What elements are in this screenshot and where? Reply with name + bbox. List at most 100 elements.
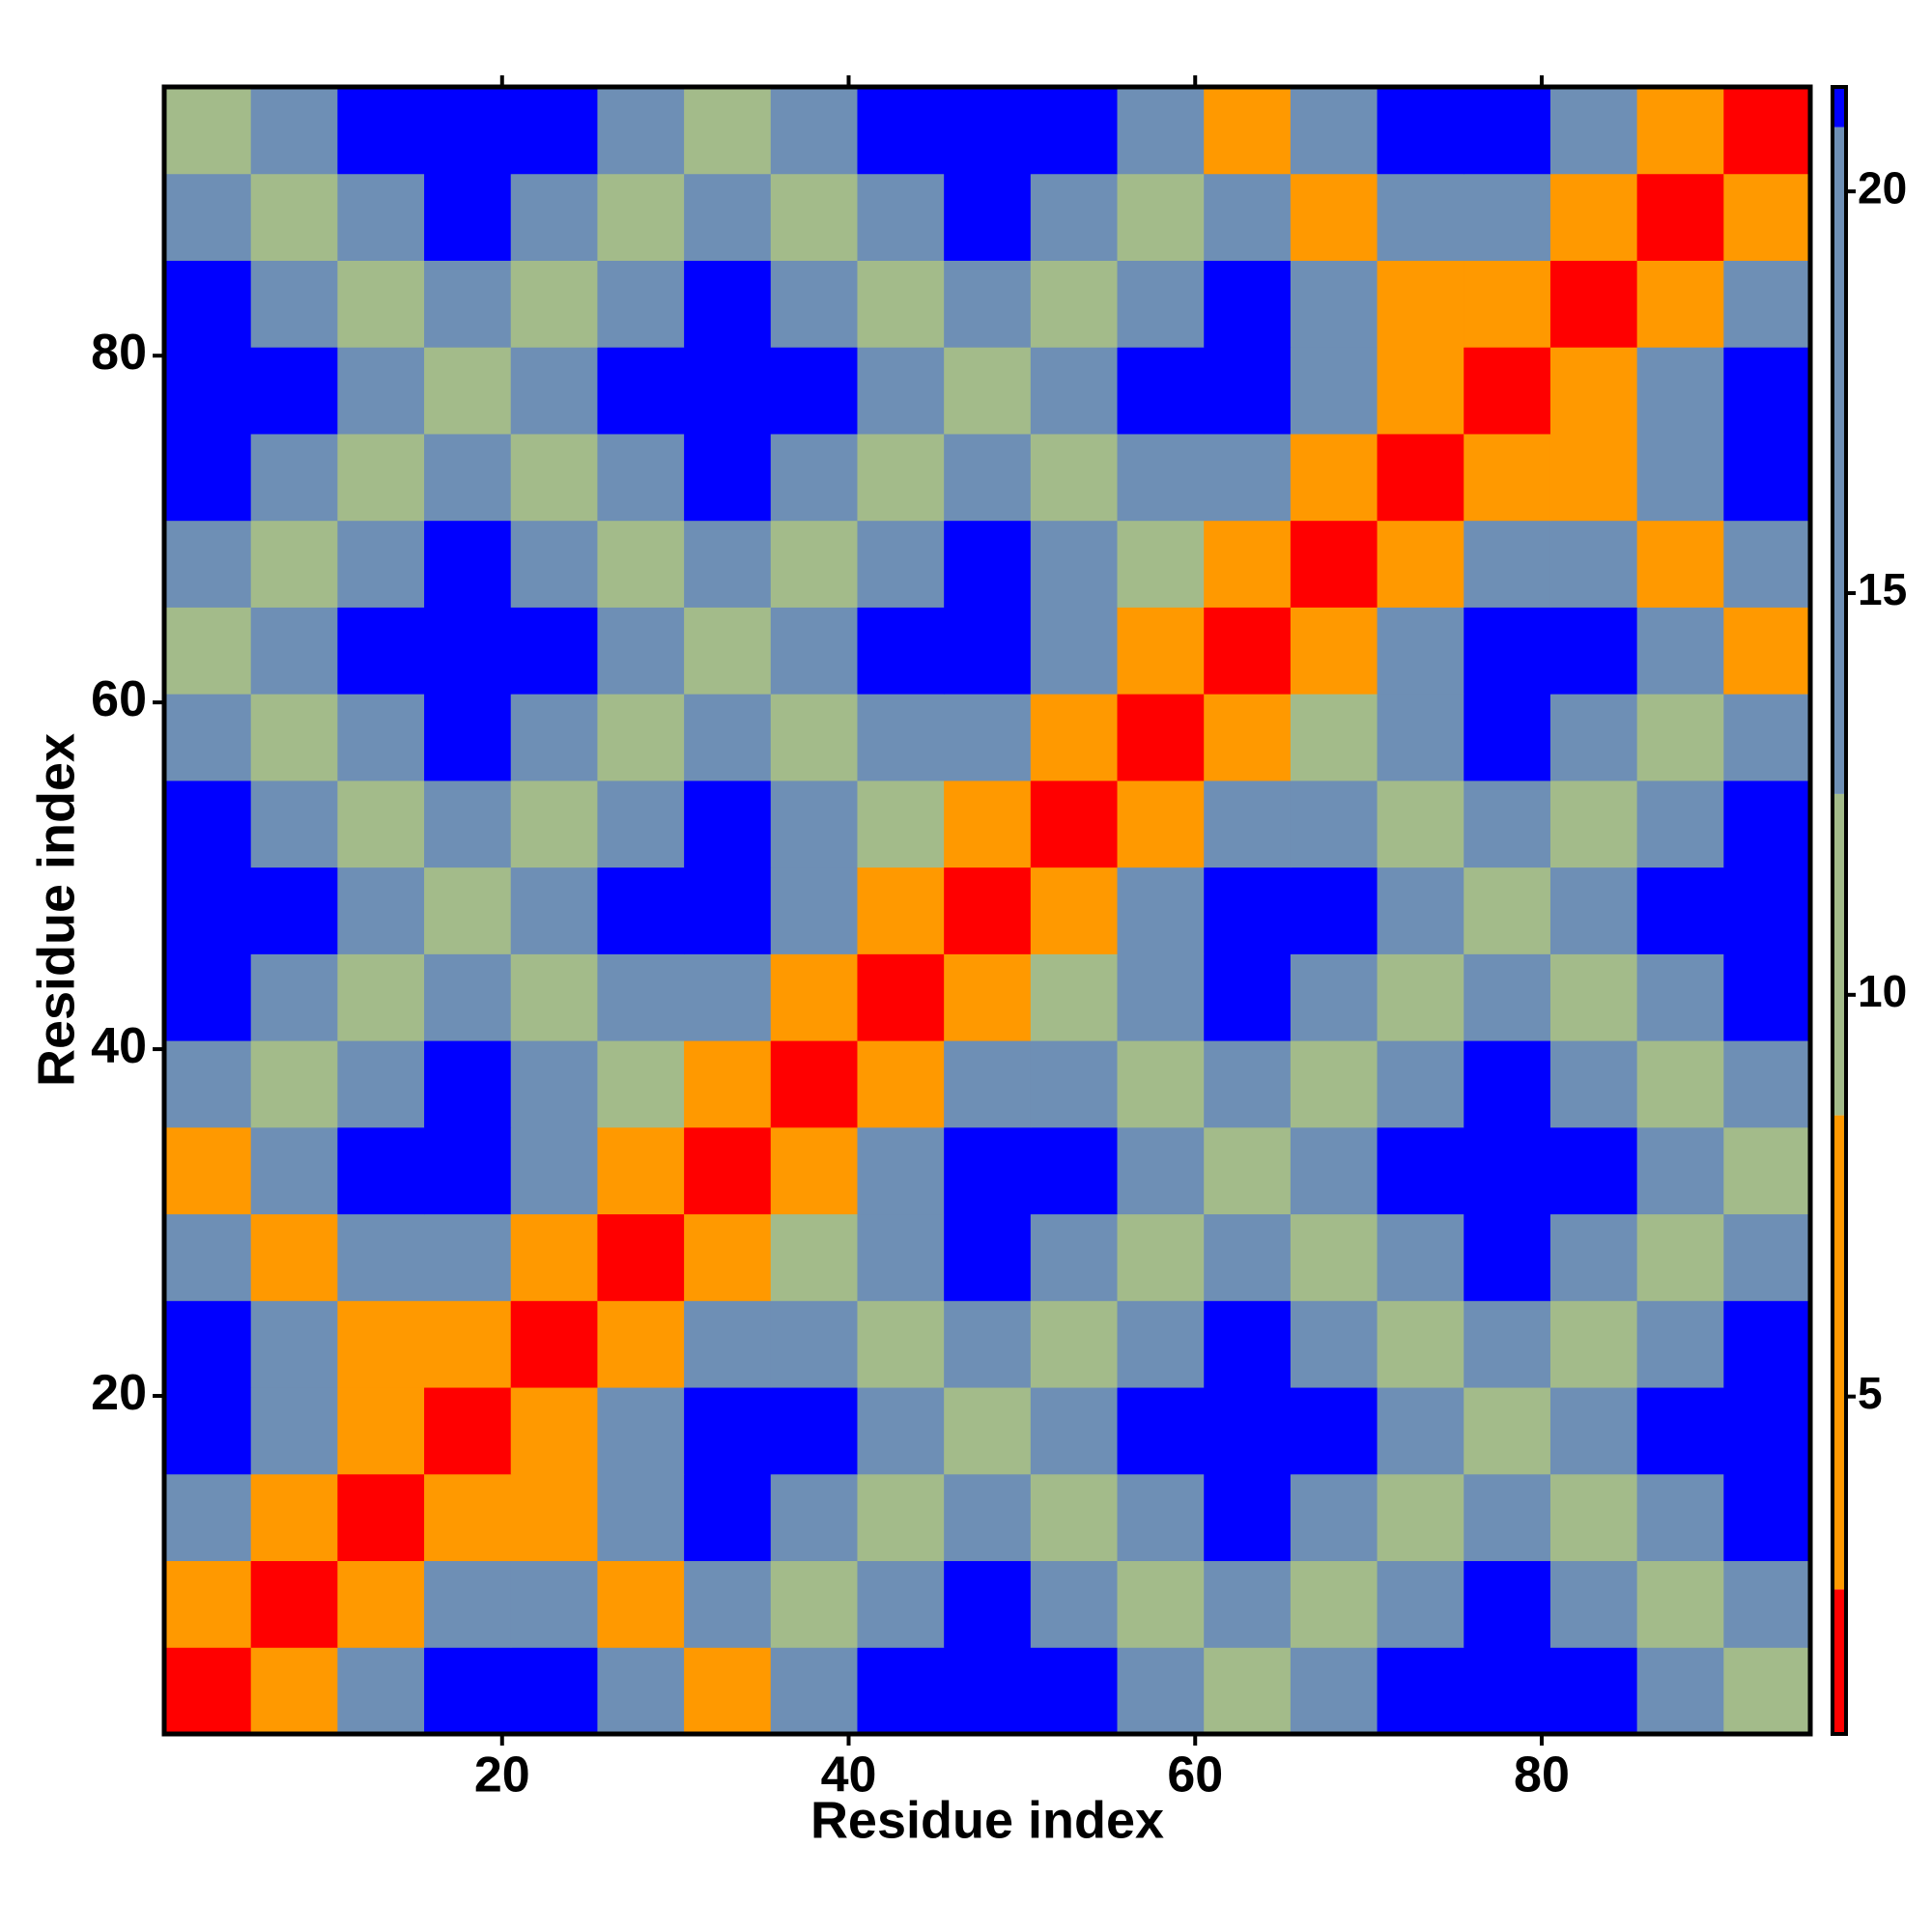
heatmap-cell <box>250 520 338 608</box>
heatmap-cell <box>424 1560 512 1648</box>
heatmap-cell <box>1636 1300 1724 1388</box>
heatmap-cell <box>1463 1473 1551 1562</box>
heatmap-cell <box>1377 260 1464 348</box>
heatmap-cell <box>164 260 252 348</box>
plot-frame <box>161 84 1813 1737</box>
heatmap-cell <box>164 1647 252 1735</box>
heatmap-cell <box>1377 87 1464 175</box>
heatmap-cell <box>1549 260 1638 348</box>
heatmap-cell <box>337 433 425 522</box>
y-axis-title: Residue index <box>27 733 85 1087</box>
heatmap-cell <box>770 780 858 868</box>
heatmap-cell <box>857 1647 945 1735</box>
heatmap-cell <box>597 780 685 868</box>
heatmap-cell <box>597 1213 685 1301</box>
colorbar-segment <box>1833 127 1846 794</box>
heatmap-cell <box>424 347 512 435</box>
heatmap-cell <box>1636 1213 1724 1301</box>
heatmap-cell <box>1117 520 1205 608</box>
heatmap-cell <box>510 1040 598 1128</box>
heatmap-cell <box>597 953 685 1041</box>
x-tick-label: 20 <box>474 1747 530 1804</box>
heatmap-cell <box>1030 173 1119 261</box>
heatmap-cell <box>770 1647 858 1735</box>
heatmap-cell <box>1290 347 1378 435</box>
heatmap-cell <box>1377 520 1464 608</box>
heatmap-cell <box>1204 520 1292 608</box>
heatmap-cell <box>1204 260 1292 348</box>
heatmap-cell <box>250 1387 338 1475</box>
heatmap-cell <box>1290 87 1378 175</box>
heatmap-cell <box>597 1647 685 1735</box>
heatmap-cell <box>1204 1560 1292 1648</box>
heatmap-cell <box>1377 1387 1464 1475</box>
heatmap-cell <box>770 173 858 261</box>
heatmap-cell <box>1030 1473 1119 1562</box>
heatmap-cell <box>164 1560 252 1648</box>
heatmap-cell <box>1723 347 1811 435</box>
heatmap-cell <box>944 173 1032 261</box>
heatmap-cell <box>1030 1560 1119 1648</box>
heatmap-cell <box>1204 433 1292 522</box>
heatmap-cell <box>1030 780 1119 868</box>
heatmap-cell <box>250 1213 338 1301</box>
heatmap-cell <box>1636 433 1724 522</box>
heatmap-cell <box>597 607 685 695</box>
heatmap-cell <box>1723 867 1811 954</box>
heatmap-cell <box>164 173 252 261</box>
heatmap-cell <box>1030 953 1119 1041</box>
heatmap-cell <box>1030 347 1119 435</box>
heatmap-cell <box>510 173 598 261</box>
heatmap-cell <box>1549 867 1638 954</box>
heatmap-cell <box>1463 1647 1551 1735</box>
heatmap-cell <box>1549 173 1638 261</box>
heatmap-cell <box>1723 1387 1811 1475</box>
heatmap-cell <box>337 173 425 261</box>
heatmap-cell <box>770 520 858 608</box>
heatmap-cell <box>1030 1387 1119 1475</box>
heatmap-cell <box>944 433 1032 522</box>
heatmap-cell <box>1117 953 1205 1041</box>
heatmap-cell <box>770 87 858 175</box>
heatmap-cell <box>1117 1387 1205 1475</box>
heatmap-cell <box>250 867 338 954</box>
heatmap-cell <box>684 607 772 695</box>
heatmap-cell <box>337 953 425 1041</box>
heatmap-cell <box>1030 694 1119 781</box>
heatmap-cell <box>1549 780 1638 868</box>
colorbar-frame <box>1831 85 1848 1736</box>
heatmap-cell <box>1723 1126 1811 1215</box>
heatmap-cell <box>1377 1473 1464 1562</box>
heatmap-cell <box>1030 260 1119 348</box>
heatmap-cell <box>424 87 512 175</box>
heatmap-cell <box>1030 1040 1119 1128</box>
heatmap-cell <box>770 607 858 695</box>
heatmap-cell <box>510 953 598 1041</box>
heatmap-cell <box>1290 520 1378 608</box>
heatmap-cell <box>164 867 252 954</box>
heatmap-cell <box>1204 87 1292 175</box>
heatmap-cell <box>1290 1040 1378 1128</box>
heatmap-cell <box>1636 607 1724 695</box>
heatmap-cell <box>1377 867 1464 954</box>
heatmap-cell <box>1204 1040 1292 1128</box>
x-axis-title: Residue index <box>810 1791 1164 1849</box>
heatmap-cell <box>684 1387 772 1475</box>
colorbar-segment <box>1833 1589 1846 1734</box>
heatmap-cell <box>1204 1473 1292 1562</box>
heatmap-cell <box>1030 1213 1119 1301</box>
heatmap-cell <box>1030 1300 1119 1388</box>
heatmap-cell <box>1723 1560 1811 1648</box>
heatmap-cell <box>1636 1473 1724 1562</box>
heatmap-cell <box>250 433 338 522</box>
heatmap-cell <box>424 1040 512 1128</box>
heatmap-cell <box>250 953 338 1041</box>
heatmap-cell <box>684 520 772 608</box>
heatmap-cell <box>337 1387 425 1475</box>
heatmap-cell <box>1463 694 1551 781</box>
heatmap-cell <box>1549 953 1638 1041</box>
heatmap-cell <box>510 1387 598 1475</box>
heatmap-cell <box>164 694 252 781</box>
heatmap-cell <box>684 1473 772 1562</box>
heatmap-cell <box>684 867 772 954</box>
